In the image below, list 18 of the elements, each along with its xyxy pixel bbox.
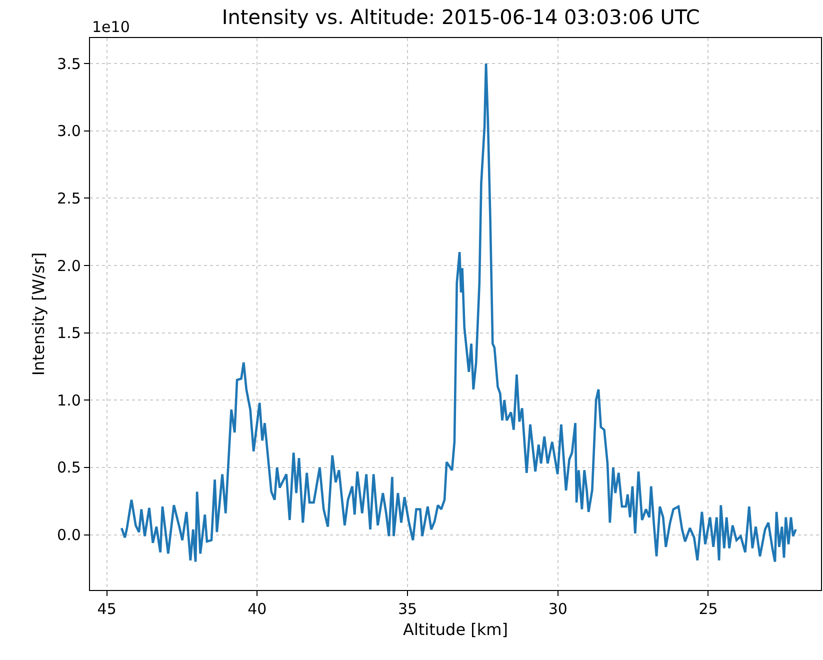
y-tick-label: 2.0 (57, 256, 81, 275)
x-tick-label: 35 (398, 600, 418, 618)
y-tick-label: 0.5 (57, 458, 81, 477)
x-tick-label: 40 (248, 600, 267, 618)
y-tick-label: 1.0 (57, 391, 81, 410)
y-axis-title: Intensity [W/sr] (28, 252, 48, 376)
y-tick-label: 3.0 (57, 122, 81, 140)
x-tick-label: 30 (548, 600, 568, 618)
y-tick-label: 2.5 (57, 189, 81, 208)
chart-title: Intensity vs. Altitude: 2015-06-14 03:03:06 UTC (222, 4, 700, 29)
y-tick-label: 1.5 (57, 324, 81, 342)
x-tick-label: 25 (698, 600, 718, 618)
x-axis-title: Altitude [km] (403, 620, 508, 639)
y-tick-label: 3.5 (57, 54, 81, 73)
line-series (120, 62, 797, 563)
text: 1e10 (92, 18, 130, 36)
y-tick-label: 0.0 (57, 526, 81, 544)
x-tick-label: 45 (97, 600, 116, 618)
